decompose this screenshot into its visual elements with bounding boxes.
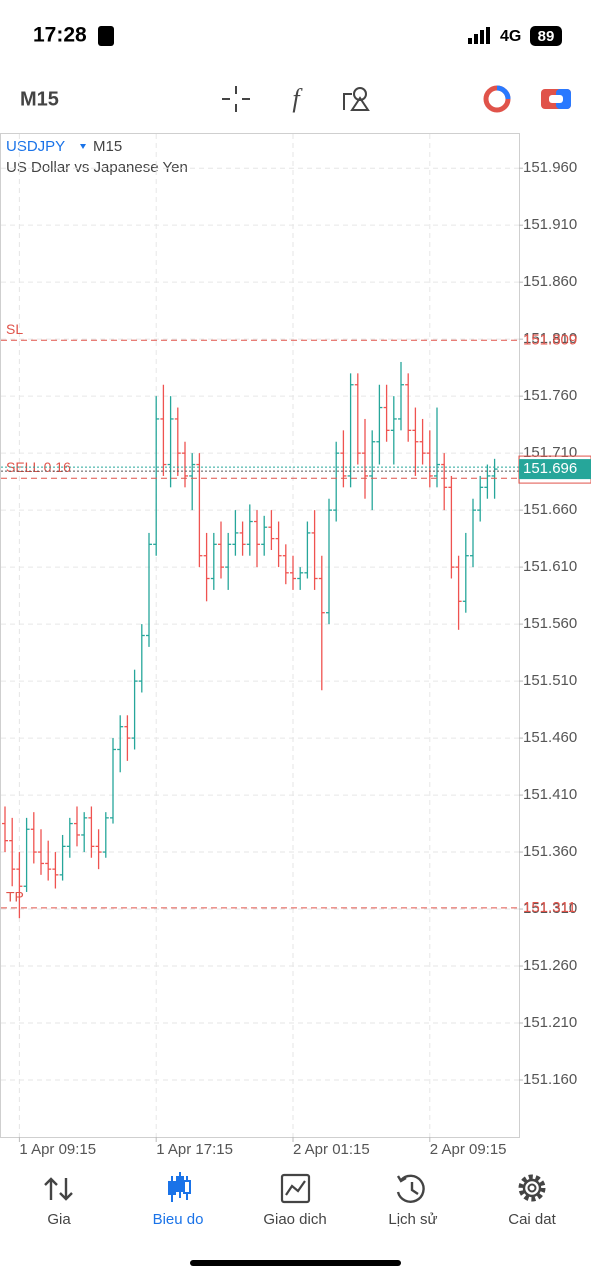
price-tag xyxy=(519,459,591,480)
network: 4G xyxy=(500,28,521,45)
current-price: 151.696 xyxy=(523,460,577,477)
nav-label[interactable]: Bieu do xyxy=(153,1211,204,1228)
plot: 151.160 151.210 151.260 151.310 151.360 151.4… xyxy=(1,134,591,1158)
nav-label[interactable]: Gia xyxy=(47,1211,71,1228)
status-time: 17:28 xyxy=(33,24,87,47)
level-price: 151.809 xyxy=(523,331,577,348)
objects-icon[interactable] xyxy=(343,87,370,111)
chart-icon xyxy=(168,1172,191,1202)
y-tick-label: 151.510 xyxy=(523,672,577,689)
nav-label[interactable]: Lịch sử xyxy=(388,1211,437,1228)
trade-nav-icon xyxy=(280,1173,311,1204)
y-tick-label: 151.410 xyxy=(523,786,577,803)
symbol[interactable]: USDJPY xyxy=(6,138,65,155)
quotes-icon xyxy=(44,1177,73,1201)
one-click-icon[interactable] xyxy=(541,89,571,109)
chart-subtitle: US Dollar vs Japanese Yen xyxy=(6,159,188,176)
chart-frame xyxy=(0,133,520,1138)
crosshair-icon[interactable] xyxy=(222,86,250,112)
level-price: 151.311 xyxy=(523,899,576,916)
y-tick-label: 151.610 xyxy=(523,558,577,575)
battery-level: 89 xyxy=(538,28,555,45)
y-tick-label: 151.960 xyxy=(523,159,577,176)
home-indicator xyxy=(190,1260,401,1266)
x-tick-label: 1 Apr 09:15 xyxy=(19,1141,96,1158)
y-tick-label: 151.360 xyxy=(523,843,577,860)
history-icon xyxy=(396,1174,425,1203)
settings-icon xyxy=(518,1174,546,1202)
y-tick-label: 151.460 xyxy=(523,729,577,746)
y-tick-label: 151.260 xyxy=(523,957,577,974)
x-tick-label: 2 Apr 09:15 xyxy=(430,1141,507,1158)
timeframe-button[interactable]: M15 xyxy=(20,88,59,110)
y-tick-label: 151.160 xyxy=(523,1071,577,1088)
y-tick-label: 151.760 xyxy=(523,387,577,404)
level-name: TP xyxy=(6,889,24,905)
y-tick-label: 151.310 xyxy=(523,900,577,917)
nav-label[interactable]: Cai dat xyxy=(508,1211,556,1228)
y-tick-label: 151.210 xyxy=(523,1014,577,1031)
chart-timeframe: M15 xyxy=(93,138,122,155)
x-tick-label: 2 Apr 01:15 xyxy=(293,1141,370,1158)
signal-icon xyxy=(468,27,490,44)
status-icon xyxy=(98,26,114,46)
x-tick-label: 1 Apr 17:15 xyxy=(156,1141,233,1158)
y-tick-label: 151.860 xyxy=(523,273,577,290)
y-tick-label: 151.910 xyxy=(523,216,577,233)
y-tick-label: 151.560 xyxy=(523,615,577,632)
y-tick-label: 151.660 xyxy=(523,501,577,518)
symbol-dropdown[interactable] xyxy=(80,144,86,149)
nav-label[interactable]: Giao dich xyxy=(263,1211,326,1228)
y-tick-label: 151.710 xyxy=(523,444,577,461)
bottom-nav: Gia Bieu do Giao dich Lịch sử Cai dat xyxy=(44,1172,557,1228)
battery xyxy=(530,26,562,46)
trade-icon[interactable] xyxy=(483,85,511,113)
level-name: SL xyxy=(6,321,23,337)
indicators-icon[interactable]: f xyxy=(292,84,303,113)
y-tick-label: 151.810 xyxy=(523,330,577,347)
